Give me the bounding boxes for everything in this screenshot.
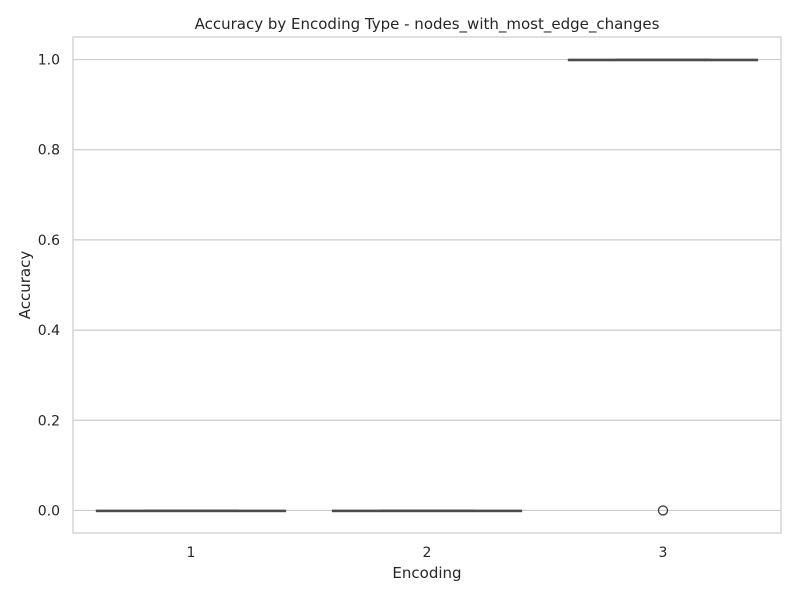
- x-axis-label: Encoding: [392, 564, 461, 582]
- box-group-1: [95, 509, 287, 513]
- box-group-2: [331, 509, 523, 513]
- chart-title: Accuracy by Encoding Type - nodes_with_m…: [195, 15, 660, 34]
- y-tick-label: 0.6: [38, 233, 60, 249]
- x-tick-label: 2: [423, 545, 432, 561]
- y-tick-label: 0.0: [38, 503, 60, 519]
- y-tick-label: 0.4: [38, 323, 60, 339]
- tick-layer: 0.0 0.2 0.4 0.6 0.8 1.0 1 2 3: [38, 53, 668, 561]
- box-group-3: [567, 58, 759, 516]
- y-axis-label: Accuracy: [16, 251, 34, 320]
- y-tick-label: 1.0: [38, 53, 60, 69]
- x-tick-label: 3: [659, 545, 668, 561]
- plot-frame: [72, 36, 782, 534]
- x-tick-label: 1: [187, 545, 196, 561]
- y-tick-label: 0.2: [38, 413, 60, 429]
- outlier-point: [657, 505, 669, 516]
- box-layer: [95, 58, 759, 516]
- y-tick-label: 0.8: [38, 143, 60, 159]
- grid-layer: [73, 58, 781, 512]
